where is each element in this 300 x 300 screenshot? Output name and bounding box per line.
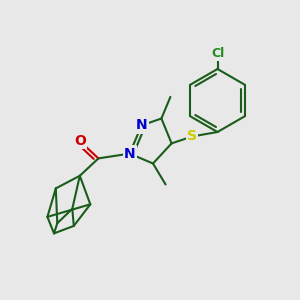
Text: S: S — [187, 130, 197, 143]
Text: Cl: Cl — [211, 47, 224, 60]
Text: O: O — [74, 134, 86, 148]
Text: N: N — [124, 147, 135, 160]
Text: N: N — [136, 118, 147, 132]
